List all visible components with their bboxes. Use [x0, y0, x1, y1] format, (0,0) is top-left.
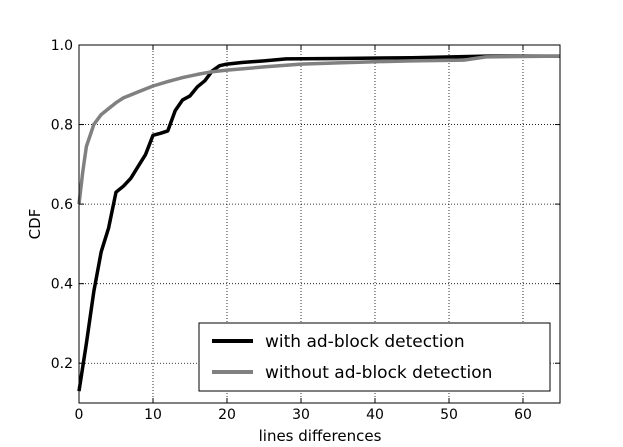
series-line-without-ad-block — [77, 54, 561, 205]
x-tick-label: 40 — [366, 407, 384, 423]
legend-label-without-ad-block: without ad-block detection — [265, 363, 492, 383]
x-tick-label: 30 — [292, 407, 310, 423]
y-tick-label: 0.4 — [51, 277, 73, 293]
axis-ticks: 0 10 20 30 40 50 60 0.2 0.4 0.6 0.8 1.0 — [51, 38, 560, 423]
x-tick-label: 20 — [218, 407, 236, 423]
x-tick-label: 0 — [75, 407, 84, 423]
y-tick-label: 0.6 — [51, 197, 73, 213]
series-lines — [77, 54, 561, 392]
y-tick-label: 1.0 — [51, 38, 73, 54]
x-tick-label: 60 — [514, 407, 532, 423]
y-tick-label: 0.2 — [51, 356, 73, 372]
x-axis-label: lines differences — [259, 427, 382, 445]
x-tick-label: 50 — [440, 407, 458, 423]
legend-box — [198, 322, 551, 392]
y-axis-label: CDF — [26, 209, 44, 240]
y-tick-label: 0.8 — [51, 118, 73, 134]
x-tick-label: 10 — [144, 407, 162, 423]
plot-frame — [78, 44, 561, 404]
series-line-with-ad-block — [77, 54, 560, 392]
legend-label-with-ad-block: with ad-block detection — [265, 332, 465, 352]
legend: with ad-block detection without ad-block… — [198, 322, 551, 392]
